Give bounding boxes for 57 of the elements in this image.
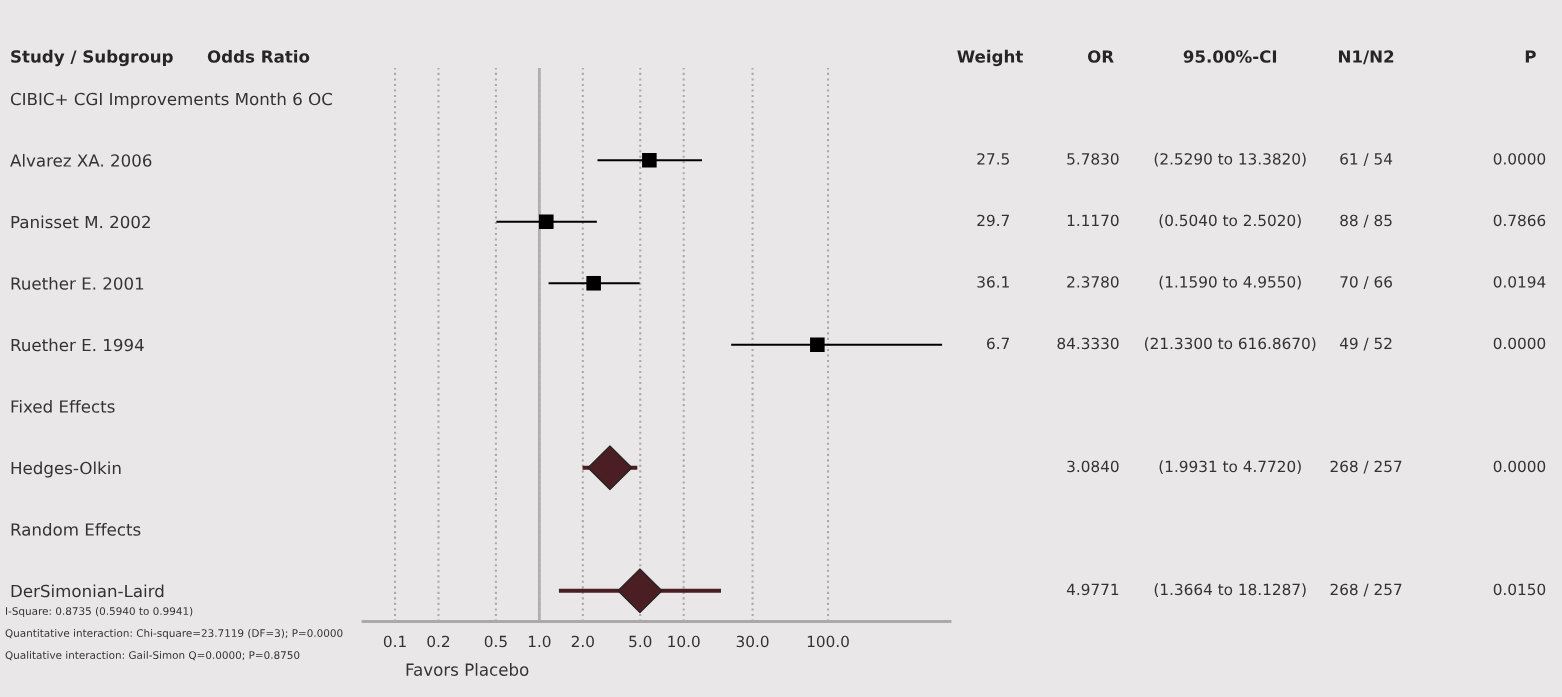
text: (1.1590 to 4.9550) — [1159, 275, 1301, 290]
text: 61 / 54 — [1340, 153, 1393, 166]
text: 70 / 66 — [1340, 276, 1392, 289]
y-tick-label: Ruether E. 2001 — [11, 276, 144, 290]
text: 3.0840 — [1067, 460, 1119, 473]
y-tick-label: DerSimonian-Laird — [11, 584, 164, 598]
y-tick-label: Alvarez XA. 2006 — [10, 153, 152, 167]
x-tick-label: 10.0 — [668, 635, 700, 648]
x-tick-label: 1.0 — [528, 635, 551, 648]
text: 0.0000 — [1493, 153, 1546, 165]
category-label: Weight — [957, 49, 1023, 67]
y-tick-label: Fixed Effects — [11, 399, 115, 413]
text: Quantitative interaction: Chi-square=23.7119 (DF=3); P=0.0000 — [5, 628, 343, 640]
text: 36.1 — [977, 276, 1009, 288]
y-tick-label: Ruether E. 1994 — [11, 338, 144, 352]
x-tick-label: 5.0 — [629, 635, 652, 648]
text: 88 / 85 — [1340, 214, 1392, 228]
text: (1.9931 to 4.7720) — [1159, 460, 1301, 474]
text: 0.7866 — [1493, 214, 1546, 227]
text: 1.1170 — [1067, 214, 1119, 227]
text: 6.7 — [987, 337, 1009, 350]
text: 2.3780 — [1067, 276, 1119, 288]
text: 0.0000 — [1493, 460, 1546, 473]
y-axis-title: Study / Subgroup — [11, 49, 173, 67]
text: (2.5290 to 13.3820) — [1154, 152, 1306, 167]
category-label: OR — [1087, 50, 1114, 63]
text: 268 / 257 — [1330, 583, 1402, 597]
x-tick-label: 30.0 — [736, 635, 769, 648]
chart-title: Odds Ratio — [207, 49, 310, 63]
text: I-Square: 0.8735 (0.5940 to 0.9941) — [6, 606, 193, 618]
x-axis-title: Favors Placebo — [406, 663, 529, 676]
text: 4.9771 — [1066, 583, 1119, 596]
category-label: N1/N2 — [1339, 50, 1394, 65]
y-tick-label: CIBIC+ CGI Improvements Month 6 OC — [10, 92, 332, 109]
x-tick-label: 2.0 — [571, 635, 594, 648]
text: 84.3330 — [1057, 337, 1119, 350]
x-tick-label: 0.1 — [383, 635, 406, 648]
category-label: P — [1525, 50, 1536, 63]
text: 0.0150 — [1493, 583, 1546, 596]
x-tick-label: 100.0 — [807, 635, 849, 648]
x-tick-label: 0.2 — [427, 635, 450, 648]
text: 5.7830 — [1067, 153, 1119, 165]
text: 29.7 — [977, 214, 1009, 227]
y-tick-label: Hedges-Olkin — [11, 461, 121, 478]
category-label: 95.00%-CI — [1183, 50, 1277, 63]
text: 27.5 — [977, 153, 1009, 165]
text: (0.5040 to 2.5020) — [1159, 214, 1301, 228]
text: 0.0000 — [1493, 337, 1546, 350]
text: 49 / 52 — [1339, 337, 1392, 351]
x-tick-label: 0.5 — [484, 635, 507, 648]
text: 0.0194 — [1493, 276, 1546, 288]
text: Qualitative interaction: Gail-Simon Q=0.0000; P=0.8750 — [5, 650, 300, 661]
y-tick-label: Panisset M. 2002 — [11, 215, 150, 229]
text: (21.3300 to 616.8670) — [1144, 337, 1316, 351]
text: (1.3664 to 18.1287) — [1154, 583, 1306, 597]
text: 268 / 257 — [1330, 460, 1402, 474]
y-tick-label: Random Effects — [11, 522, 141, 536]
